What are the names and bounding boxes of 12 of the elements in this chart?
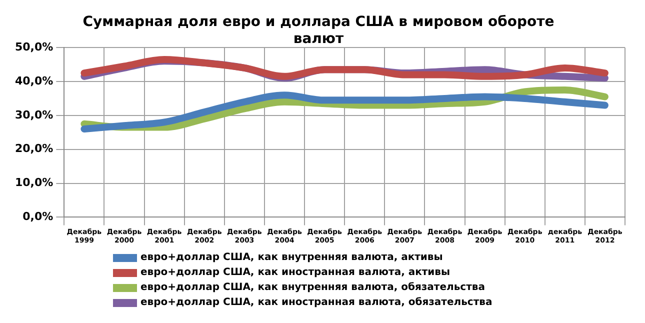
text: Суммарная доля евро и доллара США в мировом обороте [82, 14, 554, 30]
y-tick-label: 0,0% [22, 210, 54, 224]
y-tick-label: 10,0% [14, 176, 54, 190]
legend-label: евро+доллар США, как внутренняя валюта, обязательства [140, 282, 485, 293]
legend-label: евро+доллар США, как иностранная валюта, активы [140, 267, 450, 278]
legend-label: евро+доллар США, как внутренняя валюта, активы [140, 252, 443, 263]
y-tick-label: 30,0% [14, 108, 54, 122]
y-tick-label: 40,0% [14, 74, 54, 88]
legend-label: евро+доллар США, как иностранная валюта, обязательства [140, 297, 492, 308]
text: валют [293, 30, 344, 47]
y-tick-label: 20,0% [14, 142, 54, 156]
y-tick-label: 50,0% [14, 40, 54, 54]
